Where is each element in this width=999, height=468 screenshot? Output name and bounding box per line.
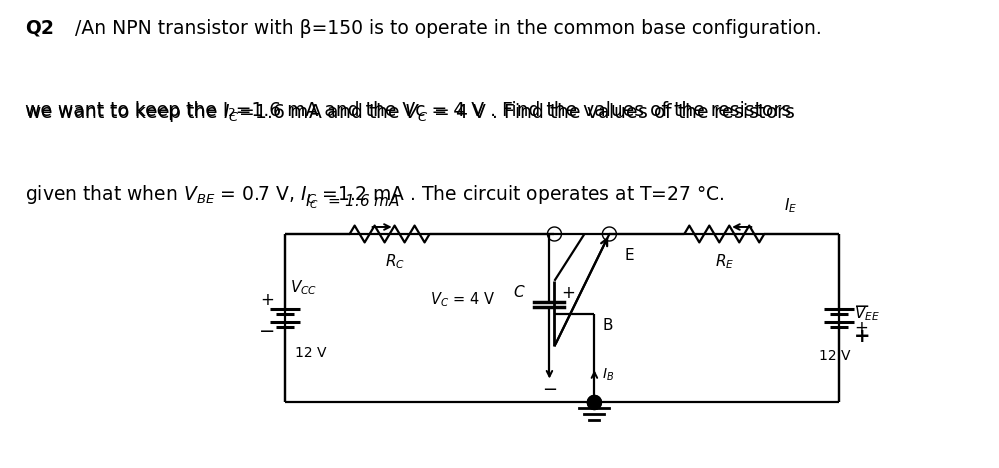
Text: $I_C$  = 1.6 mA: $I_C$ = 1.6 mA (305, 192, 400, 211)
Polygon shape (587, 395, 601, 410)
Text: C: C (513, 285, 524, 300)
Text: −: − (854, 297, 870, 316)
Text: we want to keep the I₂=1.6 mA and the Vᴄ = 4 V . Find the values of the resistor: we want to keep the I₂=1.6 mA and the Vᴄ… (25, 101, 791, 120)
Text: +: + (260, 292, 274, 309)
Text: 12 V: 12 V (819, 349, 851, 363)
Text: given that when $V_{BE}$ = 0.7 V, $I_C$ =1.2 mA . The circuit operates at T=27 °: given that when $V_{BE}$ = 0.7 V, $I_C$ … (25, 183, 725, 205)
Text: +: + (854, 319, 868, 336)
Text: −: − (541, 381, 557, 399)
Text: −: − (259, 322, 275, 341)
Text: we want to keep the $I_C$=1.6 mA and the $V_C$ = 4 V . Find the values of the re: we want to keep the $I_C$=1.6 mA and the… (25, 101, 795, 124)
Text: B: B (602, 318, 613, 333)
Text: $R_C$: $R_C$ (385, 253, 405, 271)
Text: /An NPN transistor with β=150 is to operate in the common base configuration.: /An NPN transistor with β=150 is to oper… (75, 19, 821, 38)
Text: $R_E$: $R_E$ (714, 253, 734, 271)
Text: $V_{EE}$: $V_{EE}$ (854, 304, 880, 323)
Text: $V_{CC}$: $V_{CC}$ (290, 278, 317, 297)
Text: +: + (854, 328, 871, 346)
Text: +: + (561, 284, 575, 301)
Text: $I_E$: $I_E$ (784, 197, 797, 215)
Text: $V_C$ = 4 V: $V_C$ = 4 V (430, 290, 495, 309)
Text: 12 V: 12 V (295, 346, 327, 360)
Text: E: E (624, 248, 634, 263)
Text: Q2: Q2 (25, 19, 54, 38)
Text: $I_B$: $I_B$ (602, 366, 614, 383)
